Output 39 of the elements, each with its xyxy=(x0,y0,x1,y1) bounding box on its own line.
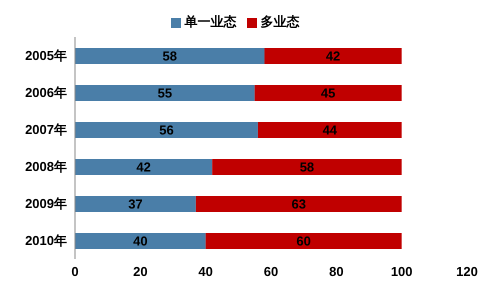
x-tick-label: 60 xyxy=(264,264,278,280)
bar xyxy=(75,48,264,64)
bar xyxy=(75,85,255,101)
legend-label: 单一业态 xyxy=(184,14,236,29)
x-tick-label: 40 xyxy=(198,264,213,280)
x-tick-label: 0 xyxy=(71,264,79,280)
y-tick-label: 2009年 xyxy=(25,196,67,212)
x-tick-label: 100 xyxy=(390,264,413,280)
data-label: 40 xyxy=(133,234,148,249)
data-label: 42 xyxy=(136,160,151,175)
data-label: 42 xyxy=(326,48,340,64)
y-tick-label: 2010年 xyxy=(25,233,67,248)
bar xyxy=(212,159,402,175)
x-tick-label: 20 xyxy=(133,264,148,280)
data-label: 44 xyxy=(322,122,338,138)
x-tick-label: 120 xyxy=(456,264,478,280)
data-label: 56 xyxy=(159,122,174,138)
data-label: 55 xyxy=(158,86,172,101)
bar xyxy=(75,233,206,249)
bar xyxy=(254,85,402,101)
x-tick-label: 80 xyxy=(329,264,344,280)
bar xyxy=(75,122,258,138)
bar xyxy=(196,196,402,212)
data-label: 37 xyxy=(128,196,143,212)
data-label: 60 xyxy=(296,234,311,249)
data-label: 58 xyxy=(300,160,314,175)
data-label: 45 xyxy=(320,86,336,101)
legend-label: 多业态 xyxy=(260,14,300,29)
data-label: 63 xyxy=(292,196,306,212)
bar xyxy=(258,122,402,138)
bar xyxy=(75,159,212,175)
y-tick-label: 2007年 xyxy=(25,122,67,138)
bar xyxy=(75,196,196,212)
y-tick-label: 2008年 xyxy=(25,159,67,174)
y-tick-label: 2006年 xyxy=(25,85,67,100)
data-label: 58 xyxy=(162,48,177,64)
bar xyxy=(264,48,402,64)
y-tick-label: 2005年 xyxy=(25,48,67,64)
bar xyxy=(206,233,402,249)
